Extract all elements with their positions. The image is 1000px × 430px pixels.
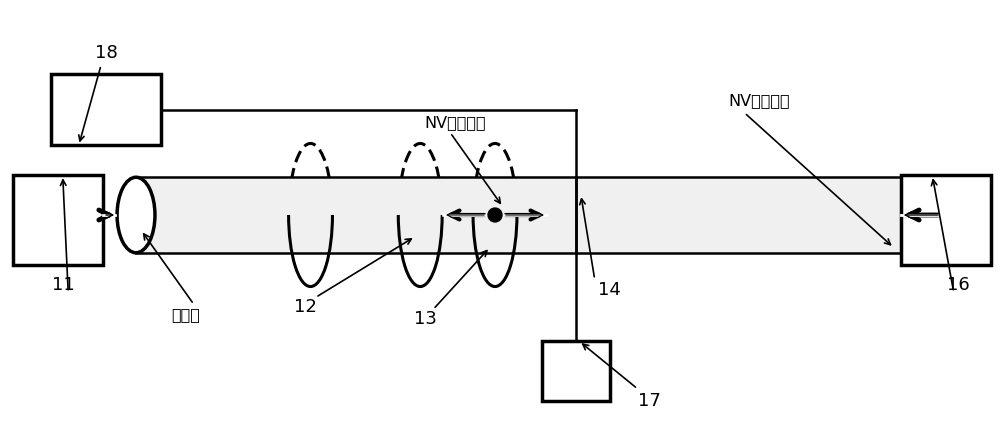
Text: NV色心荧光: NV色心荧光 [728,93,790,108]
Bar [51,74,161,145]
Text: 11: 11 [52,276,75,294]
Text: 14: 14 [598,280,621,298]
Text: 激发光: 激发光 [171,307,200,322]
Text: 17: 17 [638,392,661,410]
Bar [13,175,103,265]
Bar [901,175,991,265]
Text: NV色心荧光: NV色心荧光 [424,115,486,130]
Bar [542,341,610,401]
Text: 16: 16 [947,276,970,294]
Ellipse shape [117,177,155,253]
Bar [136,177,924,253]
Text: 13: 13 [414,310,437,329]
Circle shape [488,208,502,222]
Text: 18: 18 [95,44,117,62]
Text: 12: 12 [294,298,317,316]
Ellipse shape [905,177,943,253]
